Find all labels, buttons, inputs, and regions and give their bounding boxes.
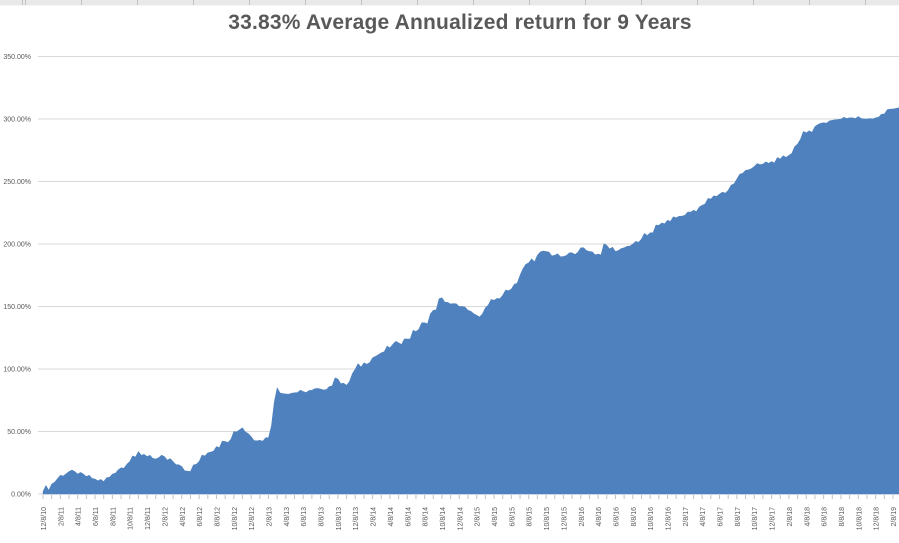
x-axis-label: 12/8/17 bbox=[770, 507, 777, 530]
x-axis-label: 4/8/16 bbox=[596, 507, 603, 527]
y-axis-label: 0.00% bbox=[11, 492, 31, 499]
x-axis-label: 2/8/12 bbox=[162, 507, 169, 527]
x-axis-label: 10/8/18 bbox=[856, 507, 863, 530]
y-axis-label: 350.00% bbox=[3, 54, 31, 61]
x-axis-label: 6/8/11 bbox=[93, 507, 100, 526]
x-axis-label: 8/8/14 bbox=[423, 507, 430, 527]
y-axis-label: 300.00% bbox=[3, 117, 31, 124]
x-axis-label: 10/8/17 bbox=[752, 507, 759, 530]
x-axis-label: 12/8/16 bbox=[665, 507, 672, 530]
x-axis-label: 10/8/12 bbox=[232, 507, 239, 530]
x-axis-label: 6/8/13 bbox=[301, 507, 308, 527]
x-axis-label: 10/8/14 bbox=[440, 507, 447, 530]
x-axis-label: 4/8/15 bbox=[492, 507, 499, 527]
y-axis-label: 100.00% bbox=[3, 367, 31, 374]
x-axis-label: 8/8/11 bbox=[110, 507, 117, 526]
x-axis-label: 2/8/14 bbox=[371, 507, 378, 527]
x-axis-label: 6/8/16 bbox=[613, 507, 620, 527]
x-axis-label: 4/8/17 bbox=[700, 507, 707, 527]
x-axis-label: 4/8/12 bbox=[180, 507, 187, 527]
x-axis-labels: 12/8/10 2/8/11 4/8/11 6/8/11 8/8/11 10/8/11 12… bbox=[41, 507, 898, 530]
x-axis-label: 4/8/11 bbox=[76, 507, 83, 526]
x-axis-ticks bbox=[42, 495, 894, 499]
x-axis-label: 2/8/15 bbox=[475, 507, 482, 527]
chart-title: 33.83% Average Annualized return for 9 Y… bbox=[228, 11, 692, 34]
x-axis-label: 10/8/13 bbox=[336, 507, 343, 530]
x-axis-label: 12/8/10 bbox=[41, 507, 48, 530]
x-axis-label: 12/8/13 bbox=[353, 507, 360, 530]
x-axis-label: 8/8/17 bbox=[735, 507, 742, 527]
return-area-series bbox=[42, 107, 899, 495]
x-axis-label: 2/8/13 bbox=[267, 507, 274, 527]
x-axis-label: 6/8/12 bbox=[197, 507, 204, 527]
x-axis-label: 8/8/15 bbox=[527, 507, 534, 527]
y-axis-label: 250.00% bbox=[3, 179, 31, 186]
x-axis-label: 6/8/18 bbox=[822, 507, 829, 527]
x-axis-label: 6/8/15 bbox=[509, 507, 516, 527]
x-axis-label: 8/8/18 bbox=[839, 507, 846, 527]
x-axis-label: 2/8/16 bbox=[579, 507, 586, 527]
x-axis-label: 8/8/16 bbox=[631, 507, 638, 527]
x-axis-label: 2/8/19 bbox=[891, 507, 898, 527]
x-axis-label: 4/8/14 bbox=[388, 507, 395, 527]
x-axis-label: 12/8/18 bbox=[874, 507, 881, 530]
x-axis-label: 8/8/12 bbox=[214, 507, 221, 527]
x-axis-label: 10/8/16 bbox=[648, 507, 655, 530]
spreadsheet-column-header-strip bbox=[0, 0, 899, 6]
y-axis-label: 150.00% bbox=[3, 304, 31, 311]
x-axis-label: 12/8/14 bbox=[457, 507, 464, 530]
y-axis-label: 50.00% bbox=[7, 429, 31, 436]
x-axis-label: 8/8/13 bbox=[319, 507, 326, 527]
x-axis-label: 2/8/11 bbox=[58, 507, 65, 526]
x-axis-label: 6/8/17 bbox=[718, 507, 725, 527]
y-axis-label: 200.00% bbox=[3, 242, 31, 249]
x-axis-label: 12/8/11 bbox=[145, 507, 152, 530]
x-axis-label: 10/8/15 bbox=[544, 507, 551, 530]
x-axis-label: 2/8/18 bbox=[787, 507, 794, 527]
x-axis-label: 6/8/14 bbox=[405, 507, 412, 527]
x-axis-label: 12/8/12 bbox=[249, 507, 256, 530]
x-axis-label: 10/8/11 bbox=[128, 507, 135, 530]
x-axis-label: 2/8/17 bbox=[683, 507, 690, 527]
x-axis-label: 4/8/13 bbox=[284, 507, 291, 527]
x-axis-label: 12/8/15 bbox=[561, 507, 568, 530]
x-axis-label: 4/8/18 bbox=[804, 507, 811, 527]
y-axis-labels: 0.00% 50.00% 100.00% 150.00% 200.00% 250.00% 3… bbox=[3, 54, 31, 499]
